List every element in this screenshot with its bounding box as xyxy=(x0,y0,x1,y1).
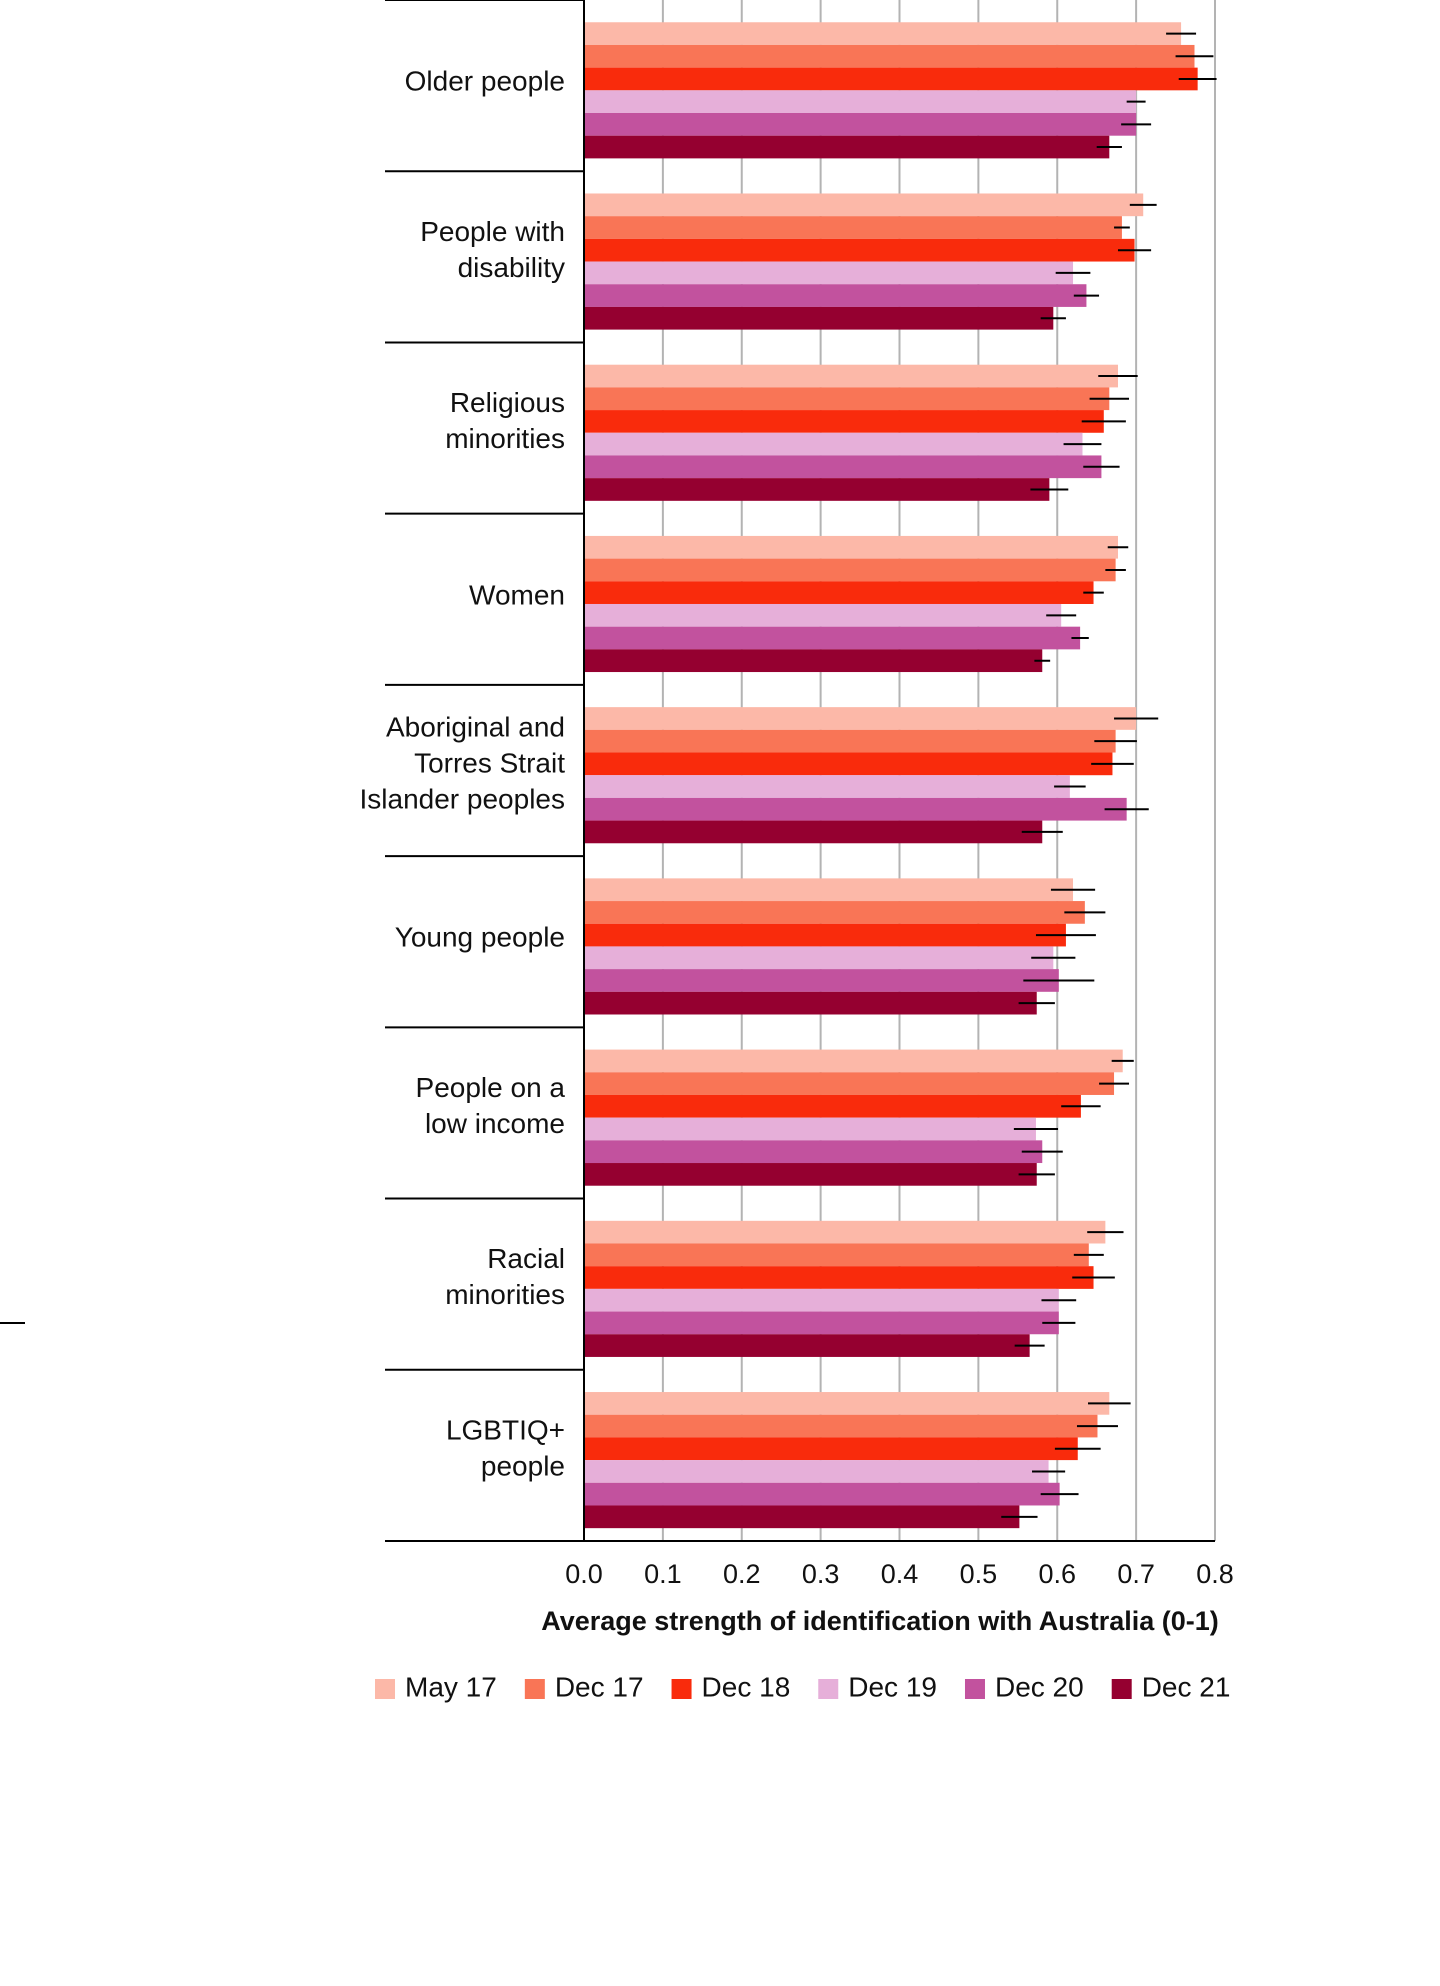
x-axis-title: Average strength of identification with … xyxy=(541,1606,1219,1636)
bar xyxy=(584,901,1085,924)
bar xyxy=(584,455,1102,479)
legend-swatch xyxy=(524,1679,545,1699)
bar xyxy=(584,1049,1123,1073)
bar xyxy=(584,1482,1060,1506)
bar xyxy=(584,1243,1089,1267)
category-label: Older people xyxy=(405,66,565,97)
bar xyxy=(584,1311,1059,1335)
legend-label: Dec 17 xyxy=(555,1671,644,1702)
x-tick-label: 0.8 xyxy=(1196,1559,1234,1589)
bar xyxy=(584,44,1195,68)
legend-label: Dec 20 xyxy=(995,1671,1084,1702)
bar xyxy=(584,1220,1106,1244)
legend-swatch xyxy=(818,1679,839,1699)
bar xyxy=(584,1437,1078,1461)
legend-label: Dec 18 xyxy=(702,1671,791,1702)
bar xyxy=(584,775,1070,798)
category-label: Religious minorities xyxy=(445,387,565,454)
bar xyxy=(584,432,1083,456)
x-tick-label: 0.3 xyxy=(802,1559,840,1589)
bar xyxy=(584,306,1054,330)
category-label: Women xyxy=(469,579,565,610)
bar xyxy=(584,1094,1081,1118)
bar xyxy=(584,603,1062,627)
bar xyxy=(584,558,1116,582)
bar xyxy=(584,1414,1098,1438)
bar xyxy=(584,1392,1110,1415)
bar xyxy=(584,1072,1115,1095)
bar xyxy=(584,969,1059,992)
bar xyxy=(584,991,1037,1015)
legend-label: Dec 21 xyxy=(1142,1671,1231,1702)
bar xyxy=(584,1117,1036,1141)
category-label: Aboriginal and Torres Strait Islander peop… xyxy=(360,712,566,815)
category-label: People with disability xyxy=(420,216,565,283)
bar xyxy=(584,113,1137,136)
category-label: LGBTIQ+ people xyxy=(446,1414,565,1481)
bar xyxy=(584,1460,1049,1483)
bar xyxy=(584,135,1110,159)
legend-swatch xyxy=(1111,1679,1132,1699)
bar xyxy=(584,946,1054,970)
category-label: People on a low income xyxy=(416,1072,566,1139)
bar xyxy=(584,387,1110,411)
bar xyxy=(584,261,1074,285)
x-tick-label: 0.6 xyxy=(1038,1559,1076,1589)
bar xyxy=(584,1266,1094,1289)
bar xyxy=(584,238,1135,262)
x-tick-label: 0.2 xyxy=(723,1559,761,1589)
bar xyxy=(584,752,1113,776)
x-tick-label: 0.1 xyxy=(644,1559,682,1589)
x-tick-label: 0.4 xyxy=(881,1559,919,1589)
bar xyxy=(584,626,1081,650)
bar xyxy=(584,581,1094,604)
category-label: Young people xyxy=(395,922,565,953)
x-tick-label: 0.5 xyxy=(960,1559,998,1589)
bar xyxy=(584,1163,1037,1186)
bar xyxy=(584,649,1043,673)
category-label: Racial minorities xyxy=(445,1243,565,1310)
bar xyxy=(584,410,1104,433)
bar xyxy=(584,820,1043,844)
bar xyxy=(584,364,1118,388)
legend-swatch xyxy=(671,1679,692,1699)
bar xyxy=(584,478,1050,501)
bar xyxy=(584,22,1182,45)
x-tick-label: 0.7 xyxy=(1117,1559,1155,1589)
bar xyxy=(584,193,1144,217)
legend-swatch xyxy=(964,1679,985,1699)
bar xyxy=(584,923,1066,947)
x-tick-label: 0.0 xyxy=(565,1559,603,1589)
bar xyxy=(584,284,1087,307)
bar xyxy=(584,1505,1020,1529)
bar xyxy=(584,707,1137,730)
bar xyxy=(584,878,1074,902)
bar xyxy=(584,67,1198,91)
bar xyxy=(584,1288,1059,1312)
legend-swatch xyxy=(375,1679,395,1699)
bar xyxy=(584,729,1116,753)
bar xyxy=(584,1140,1043,1164)
bar xyxy=(584,90,1137,114)
bar xyxy=(584,797,1127,821)
legend-label: Dec 19 xyxy=(848,1671,937,1702)
bar xyxy=(584,1334,1030,1357)
bar xyxy=(584,535,1118,559)
bar xyxy=(584,216,1122,239)
legend-label: May 17 xyxy=(405,1671,497,1702)
